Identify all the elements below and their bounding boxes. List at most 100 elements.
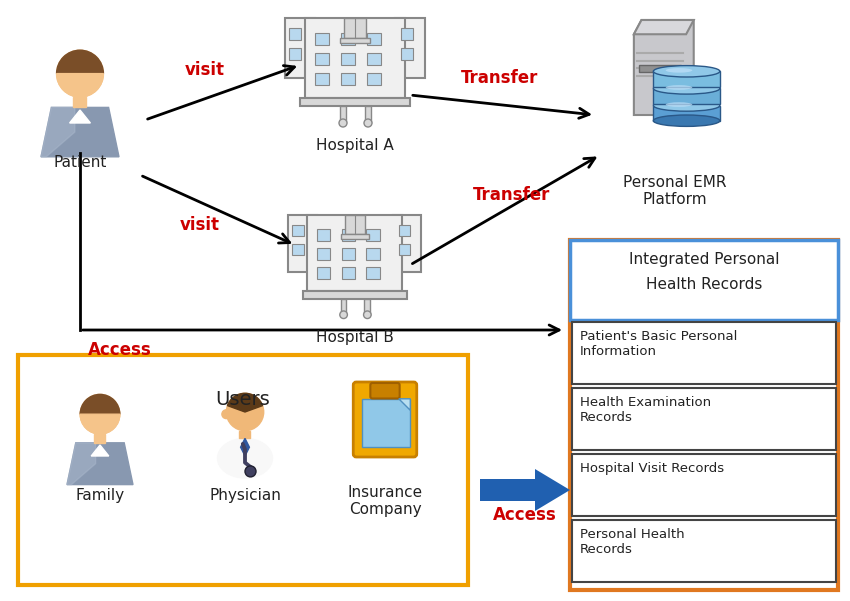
Polygon shape — [41, 108, 75, 157]
Bar — [366, 248, 380, 260]
Bar — [572, 520, 836, 582]
Bar — [292, 243, 303, 255]
Bar — [399, 225, 410, 236]
Bar — [308, 215, 403, 291]
Bar — [344, 18, 366, 38]
Bar — [315, 53, 329, 65]
FancyBboxPatch shape — [354, 382, 416, 457]
Text: Transfer: Transfer — [462, 69, 539, 87]
Bar — [654, 88, 720, 103]
Polygon shape — [634, 20, 694, 34]
Circle shape — [364, 311, 371, 319]
Bar — [315, 73, 329, 85]
Ellipse shape — [218, 438, 273, 478]
Bar — [366, 229, 380, 240]
Text: Integrated Personal
Health Records: Integrated Personal Health Records — [629, 252, 779, 291]
Wedge shape — [80, 414, 120, 434]
Ellipse shape — [666, 68, 692, 73]
Polygon shape — [399, 399, 411, 410]
Bar — [572, 454, 836, 516]
Bar — [341, 234, 369, 239]
Wedge shape — [80, 394, 120, 414]
Bar — [240, 431, 251, 438]
Text: Personal EMR
Platform: Personal EMR Platform — [623, 175, 727, 207]
Bar — [341, 73, 355, 85]
Circle shape — [226, 393, 264, 431]
Bar — [480, 479, 535, 501]
Bar — [292, 225, 303, 236]
Circle shape — [57, 50, 104, 97]
Text: Hospital A: Hospital A — [316, 138, 394, 153]
Polygon shape — [634, 20, 694, 115]
Text: Patient's Basic Personal
Information: Patient's Basic Personal Information — [580, 330, 737, 358]
Bar — [367, 33, 381, 45]
Bar — [342, 267, 355, 279]
Circle shape — [364, 119, 372, 127]
Bar — [317, 229, 331, 240]
Circle shape — [339, 119, 347, 127]
Text: Hospital B: Hospital B — [316, 330, 394, 345]
Text: Patient: Patient — [54, 155, 107, 170]
Bar — [367, 73, 381, 85]
Circle shape — [222, 410, 230, 419]
Ellipse shape — [654, 83, 720, 94]
Bar — [367, 53, 381, 65]
Wedge shape — [57, 50, 104, 73]
Bar — [341, 33, 355, 45]
Bar — [365, 106, 371, 123]
Text: Personal Health
Records: Personal Health Records — [580, 528, 684, 556]
Text: Physician: Physician — [209, 488, 281, 503]
Bar — [654, 106, 720, 121]
Bar — [317, 267, 331, 279]
Bar — [395, 18, 425, 78]
Text: Insurance
Company: Insurance Company — [348, 485, 422, 517]
Text: visit: visit — [185, 61, 225, 79]
Text: visit: visit — [180, 216, 220, 234]
Bar — [365, 299, 371, 315]
Bar — [73, 97, 87, 108]
Polygon shape — [535, 469, 570, 511]
FancyBboxPatch shape — [570, 240, 838, 320]
Bar — [289, 28, 301, 40]
Bar — [401, 28, 413, 40]
Polygon shape — [91, 445, 109, 456]
Text: Hospital Visit Records: Hospital Visit Records — [580, 462, 724, 475]
Ellipse shape — [654, 115, 720, 126]
Wedge shape — [228, 393, 263, 412]
Bar — [305, 18, 405, 98]
FancyBboxPatch shape — [371, 383, 400, 398]
Polygon shape — [41, 108, 119, 157]
FancyBboxPatch shape — [18, 355, 468, 585]
Bar — [288, 215, 317, 272]
Polygon shape — [67, 443, 133, 484]
Text: Family: Family — [76, 488, 125, 503]
Bar — [393, 215, 422, 272]
Bar — [654, 72, 720, 87]
Bar — [366, 267, 380, 279]
Text: Transfer: Transfer — [473, 186, 551, 204]
Bar — [315, 33, 329, 45]
Circle shape — [80, 394, 120, 434]
Ellipse shape — [666, 85, 692, 90]
Bar — [341, 299, 347, 315]
Ellipse shape — [666, 102, 692, 107]
Bar — [285, 18, 315, 78]
Bar — [572, 322, 836, 384]
Ellipse shape — [654, 66, 720, 77]
Bar — [342, 248, 355, 260]
Bar — [572, 388, 836, 450]
Polygon shape — [362, 399, 411, 447]
Polygon shape — [241, 438, 249, 456]
Text: Access: Access — [88, 341, 152, 359]
Bar — [94, 434, 105, 443]
Bar — [342, 229, 355, 240]
Bar — [340, 38, 370, 43]
Bar — [638, 65, 682, 72]
Text: Access: Access — [493, 506, 557, 524]
FancyBboxPatch shape — [570, 240, 838, 590]
Bar — [341, 53, 355, 65]
Ellipse shape — [654, 100, 720, 111]
Bar — [300, 98, 410, 106]
Circle shape — [340, 311, 348, 319]
Wedge shape — [57, 73, 104, 97]
